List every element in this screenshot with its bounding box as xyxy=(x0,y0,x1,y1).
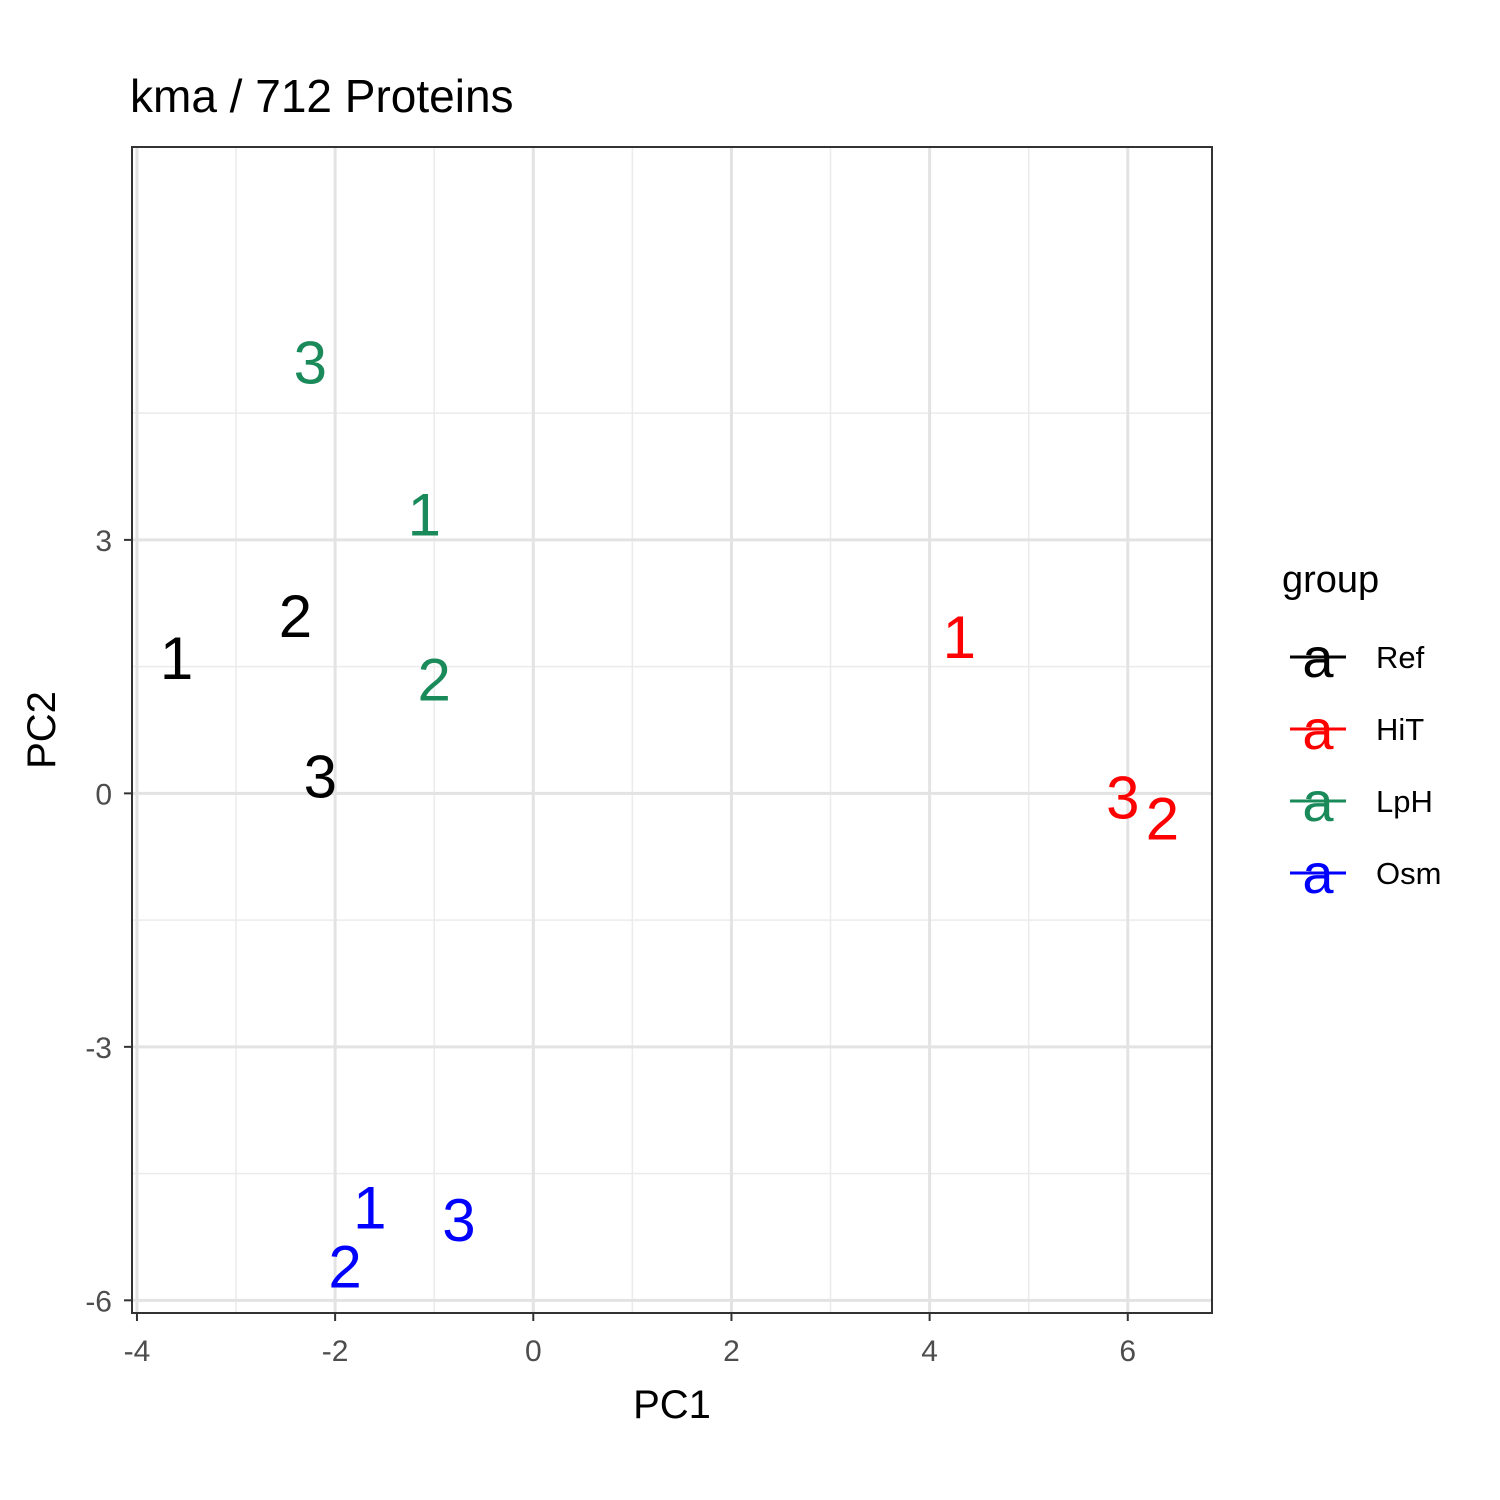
point-label-lph-2: 2 xyxy=(418,646,451,713)
x-axis-title: PC1 xyxy=(633,1383,711,1427)
minor-gridlines xyxy=(132,147,1212,1313)
point-label-osm-1: 1 xyxy=(353,1174,386,1241)
legend-key-ref: a xyxy=(1290,626,1346,689)
chart-title: kma / 712 Proteins xyxy=(130,70,514,122)
y-tick-label: -6 xyxy=(85,1285,112,1318)
legend-label-osm: Osm xyxy=(1376,856,1441,891)
x-tick-label: 4 xyxy=(921,1335,938,1368)
point-label-hit-2: 2 xyxy=(1146,786,1179,853)
point-label-lph-1: 1 xyxy=(408,482,441,549)
panel-border xyxy=(131,146,1213,1314)
y-axis-title: PC2 xyxy=(20,691,64,769)
point-label-ref-1: 1 xyxy=(160,625,193,692)
y-tick-label: 3 xyxy=(95,525,112,558)
x-axis-ticks: -4 -2 0 2 4 6 xyxy=(124,1313,1136,1368)
legend-label-ref: Ref xyxy=(1376,640,1425,675)
legend-title: group xyxy=(1282,559,1379,601)
x-tick-label: 2 xyxy=(723,1335,740,1368)
legend-key-osm: a xyxy=(1290,842,1346,905)
y-tick-label: -3 xyxy=(85,1032,112,1065)
y-axis-ticks: -6 -3 0 3 xyxy=(85,525,132,1318)
x-tick-label: 0 xyxy=(525,1335,542,1368)
point-label-ref-3: 3 xyxy=(304,743,337,810)
point-label-osm-2: 2 xyxy=(328,1234,361,1301)
point-label-osm-3: 3 xyxy=(442,1187,475,1254)
x-tick-label: -2 xyxy=(322,1335,349,1368)
point-label-lph-3: 3 xyxy=(294,329,327,396)
legend-label-hit: HiT xyxy=(1376,712,1424,747)
legend-key-lph: a xyxy=(1290,770,1346,833)
point-label-hit-3: 3 xyxy=(1106,765,1139,832)
major-gridlines xyxy=(132,147,1212,1313)
x-tick-label: -4 xyxy=(124,1335,151,1368)
y-tick-label: 0 xyxy=(95,778,112,811)
point-label-ref-2: 2 xyxy=(279,583,312,650)
legend-key-hit: a xyxy=(1290,698,1346,761)
point-label-hit-1: 1 xyxy=(943,604,976,671)
x-tick-label: 6 xyxy=(1119,1335,1136,1368)
legend-label-lph: LpH xyxy=(1376,784,1433,819)
